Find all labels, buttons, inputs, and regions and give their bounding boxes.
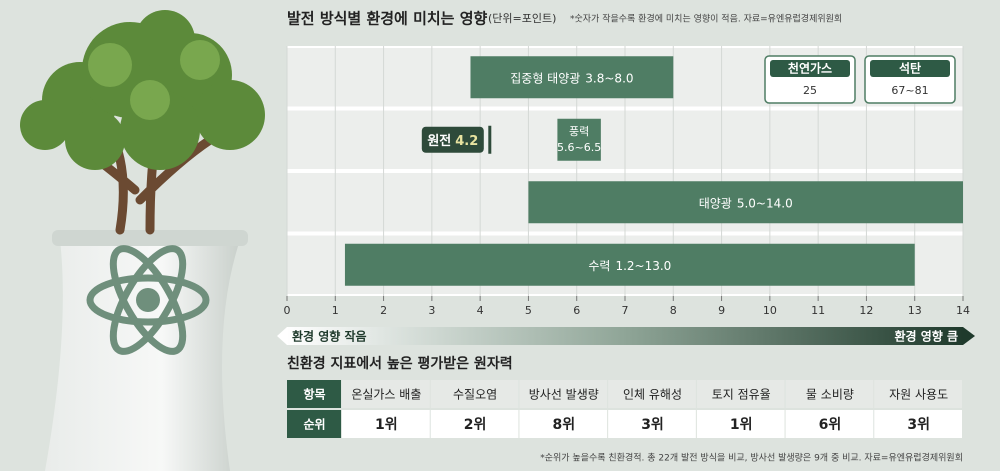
- bar: [470, 56, 674, 99]
- x-tick-label: 6: [573, 304, 580, 317]
- table-cell: [785, 380, 874, 408]
- bar-label: 5.6~6.5: [557, 141, 601, 154]
- table-value: 6위: [819, 417, 842, 433]
- table-header: 토지 점유율: [712, 388, 771, 402]
- label-part: 원전: [427, 132, 451, 148]
- chart-subtitle: (단위=포인트): [488, 12, 556, 25]
- table-cell: [785, 410, 874, 438]
- table-header: 물 소비량: [806, 388, 854, 402]
- x-tick-label: 5: [525, 304, 532, 317]
- bar: [344, 243, 915, 286]
- x-tick-label: 8: [670, 304, 677, 317]
- bar-label: 태양광 5.0~14.0: [699, 196, 793, 210]
- chart-note: *숫자가 작을수록 환경에 미치는 영향이 적음. 자료=유엔유럽경제위원회: [570, 13, 842, 25]
- bar: [557, 118, 601, 161]
- x-tick-label: 10: [763, 304, 777, 317]
- bar-label: 풍력: [569, 125, 589, 138]
- label-part: 5.0~14.0: [737, 196, 793, 210]
- table-cell: [874, 410, 962, 438]
- label-part: 4.2: [455, 133, 478, 148]
- x-tick-label: 2: [380, 304, 387, 317]
- table-cell: [287, 380, 341, 408]
- table-cell: [696, 380, 785, 408]
- marker-label-box: [421, 126, 484, 153]
- table-value: 8위: [552, 417, 575, 433]
- x-tick-label: 7: [622, 304, 629, 317]
- axis-arrow-head: [963, 327, 975, 345]
- offscale-value: 67~81: [891, 84, 928, 97]
- table-header: 방사선 발생량: [529, 388, 599, 402]
- bar: [528, 181, 963, 224]
- table-cell: [430, 410, 519, 438]
- bar-label: 수력 1.2~13.0: [588, 258, 671, 272]
- table-value: 3위: [907, 417, 930, 433]
- offscale-name: 천연가스: [788, 61, 832, 76]
- table-cell: [874, 380, 962, 408]
- x-tick-label: 0: [284, 304, 291, 317]
- axis-low-label: 환경 영향 작음: [292, 329, 367, 344]
- offscale-header: [870, 60, 950, 77]
- marker-label: 원전 4.2: [427, 132, 478, 148]
- chart-title: 발전 방식별 환경에 미치는 영향: [287, 10, 487, 28]
- label-part: 태양광: [699, 196, 732, 210]
- table-value: 3위: [641, 417, 664, 433]
- table-cell: [696, 410, 785, 438]
- table-header: 온실가스 배출: [351, 388, 421, 402]
- axis-high-label: 환경 영향 큼: [894, 329, 958, 344]
- table-cell: [342, 410, 430, 438]
- axis-arrow: [287, 327, 963, 345]
- table-cell: [519, 380, 608, 408]
- table-value: 순위: [303, 418, 325, 432]
- table-header: 수질오염: [453, 388, 497, 402]
- offscale-header: [770, 60, 850, 77]
- table-cell: [608, 410, 696, 438]
- table-value: 2위: [464, 417, 487, 433]
- offscale-name: 석탄: [899, 61, 921, 76]
- table-title: 친환경 지표에서 높은 평가받은 원자력: [287, 355, 513, 372]
- label-part: 수력: [588, 258, 610, 272]
- table-cell: [342, 380, 430, 408]
- table-value: 1위: [375, 417, 398, 433]
- illustration: [20, 10, 265, 471]
- table-cell: [287, 410, 341, 438]
- table-header: 인체 유해성: [623, 388, 682, 402]
- x-tick-label: 12: [859, 304, 873, 317]
- bar-label: 집중형 태양광 3.8~8.0: [510, 71, 633, 85]
- x-tick-label: 3: [428, 304, 435, 317]
- x-tick-label: 1: [332, 304, 339, 317]
- x-tick-label: 11: [811, 304, 825, 317]
- table-cell: [519, 410, 608, 438]
- table-cell: [430, 380, 519, 408]
- x-tick-label: 14: [956, 304, 970, 317]
- x-tick-label: 9: [718, 304, 725, 317]
- x-tick-label: 13: [908, 304, 922, 317]
- table-header: 자원 사용도: [889, 388, 948, 402]
- table-value: 1위: [730, 417, 753, 433]
- table-footnote: *순위가 높을수록 친환경적. 총 22개 발전 방식을 비교, 방사선 발생량…: [540, 452, 963, 464]
- offscale-value: 25: [803, 84, 817, 97]
- table-header: 항목: [303, 387, 325, 402]
- table-cell: [608, 380, 696, 408]
- label-part: 3.8~8.0: [585, 71, 633, 85]
- axis-arrow-tail: [277, 327, 287, 345]
- x-tick-label: 4: [477, 304, 484, 317]
- label-part: 집중형 태양광: [510, 71, 580, 85]
- label-part: 1.2~13.0: [615, 258, 671, 272]
